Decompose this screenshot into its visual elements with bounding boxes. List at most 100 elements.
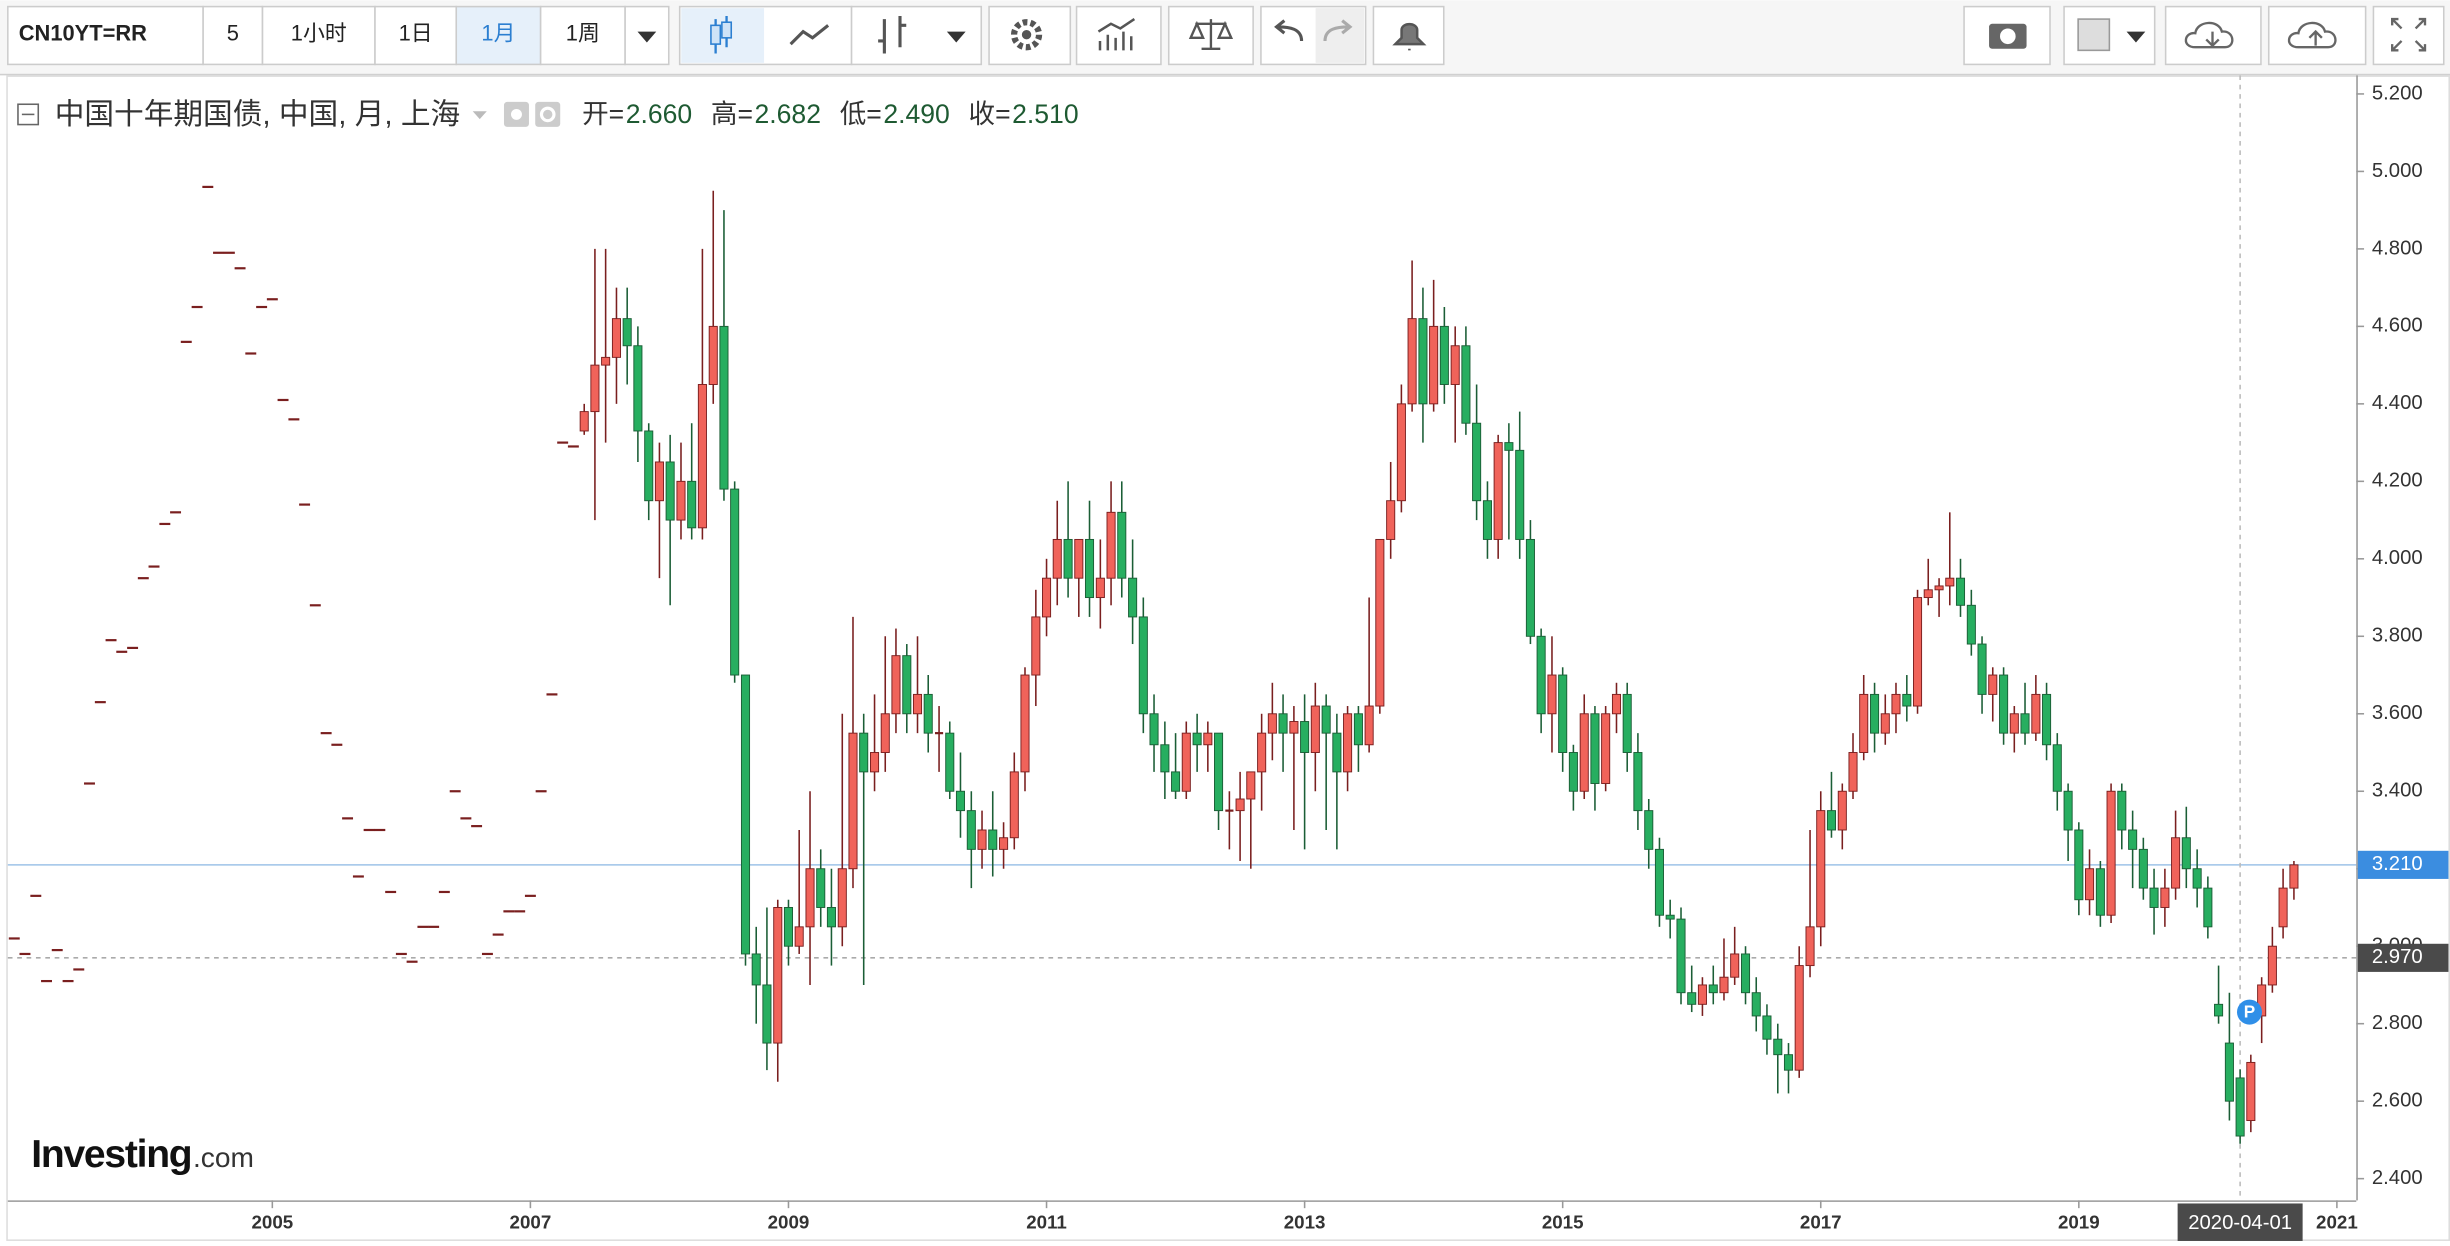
y-tick-label: 2.600 [2372, 1090, 2423, 1112]
candle-body [826, 907, 836, 928]
candle-body [1601, 713, 1611, 784]
candle-body [1407, 318, 1417, 405]
y-tick-label: 4.400 [2372, 392, 2423, 414]
interval-button[interactable] [374, 5, 458, 66]
legend-field-label: 高= [711, 99, 753, 129]
candle-body [2138, 848, 2148, 889]
candle-body [331, 743, 343, 746]
candle-body [2052, 744, 2062, 792]
candle-body [137, 577, 149, 580]
event-marker[interactable] [2236, 999, 2262, 1025]
candle-body [1923, 589, 1933, 599]
candle-body [1547, 674, 1557, 715]
interval-button[interactable] [539, 5, 626, 66]
candle-body [805, 868, 815, 928]
candle-body [2181, 837, 2191, 870]
candle-body [579, 411, 589, 432]
candle-body [708, 325, 718, 385]
crosshair-label: 2020-04-01 [2188, 1212, 2292, 1234]
candle-body [1837, 790, 1847, 831]
candle-body [1106, 511, 1116, 579]
undo-icon [1274, 19, 1304, 42]
interval-label: 5 [227, 21, 239, 46]
candle-body [1590, 713, 1600, 784]
candle-body [1052, 538, 1062, 579]
candle-body [1848, 752, 1858, 792]
candle-body [94, 701, 106, 704]
candle-body [320, 732, 332, 735]
candle-body [352, 875, 364, 878]
eye-icon-dot [511, 108, 522, 120]
candle-body [256, 305, 268, 309]
candle-body [934, 732, 944, 735]
interval-button[interactable] [455, 5, 542, 66]
candle-body [2149, 887, 2159, 908]
candle-body [1504, 442, 1514, 451]
event-marker-label: P [2244, 1001, 2255, 1021]
candle-body [740, 674, 751, 955]
candle-body [1977, 643, 1987, 695]
candle-body [1332, 732, 1342, 773]
interval-button[interactable] [202, 5, 264, 66]
candle-body [1805, 926, 1815, 967]
candle-body [2009, 713, 2019, 734]
x-tick-label: 2017 [1800, 1212, 1842, 1233]
reference-price-label: 2.970 [2372, 946, 2423, 968]
candle-body [601, 356, 611, 366]
candle-body [1493, 442, 1503, 540]
candle-body [2117, 790, 2127, 831]
y-tick-label: 4.000 [2372, 547, 2423, 569]
symbol-box[interactable] [7, 5, 204, 66]
candle-body [1783, 1054, 1794, 1071]
y-tick-label: 3.400 [2372, 780, 2423, 802]
settings-icon[interactable] [535, 101, 561, 127]
candle-body [127, 646, 139, 650]
interval-label: 1周 [566, 21, 600, 46]
y-tick-label: 3.600 [2372, 702, 2423, 724]
candle-body [1740, 953, 1751, 994]
candle-body [2246, 1061, 2256, 1122]
candle-body [999, 837, 1009, 850]
logo-suffix: .com [193, 1142, 254, 1173]
candle-body [1622, 693, 1632, 753]
candle-body [1826, 810, 1836, 831]
plot: P [7, 75, 2357, 1201]
x-tick-label: 2021 [2316, 1212, 2358, 1233]
candle-body [1859, 693, 1869, 753]
candle-body [1353, 713, 1363, 746]
candle-body [213, 251, 224, 254]
save-button[interactable] [2267, 5, 2367, 66]
candle-body [1525, 538, 1535, 637]
indicators-button[interactable] [1075, 5, 1162, 66]
dropdown-arrow [637, 31, 657, 43]
candle-body [481, 952, 493, 956]
y-tick-label: 4.200 [2372, 470, 2423, 492]
candle-body [1955, 577, 1966, 606]
candle-body [180, 340, 192, 343]
x-tick-label: 2007 [510, 1212, 552, 1233]
candle-body [2020, 713, 2030, 734]
legend-dropdown[interactable] [472, 111, 487, 120]
candle-body [2214, 1003, 2224, 1017]
chart-frame [6, 75, 2450, 1241]
legend-field-label: 收= [969, 99, 1011, 129]
candle-body [1149, 713, 1159, 746]
candle-body [2042, 693, 2052, 746]
candle-body [84, 782, 95, 785]
candle-body [1676, 918, 1686, 994]
cloud-download-icon [2184, 21, 2234, 49]
candle-body [1568, 752, 1578, 792]
fullscreen-button[interactable] [2372, 5, 2445, 66]
candle-body [223, 251, 235, 254]
candle-body [1762, 1015, 1772, 1040]
interval-button[interactable] [261, 5, 376, 66]
candle-body [880, 713, 890, 753]
candle-body [438, 890, 450, 894]
crosshair-tag [2177, 1203, 2303, 1241]
candle-body [524, 894, 536, 897]
candle-body [654, 461, 664, 502]
scale-icon [1188, 19, 1234, 50]
candle-body [546, 693, 558, 696]
